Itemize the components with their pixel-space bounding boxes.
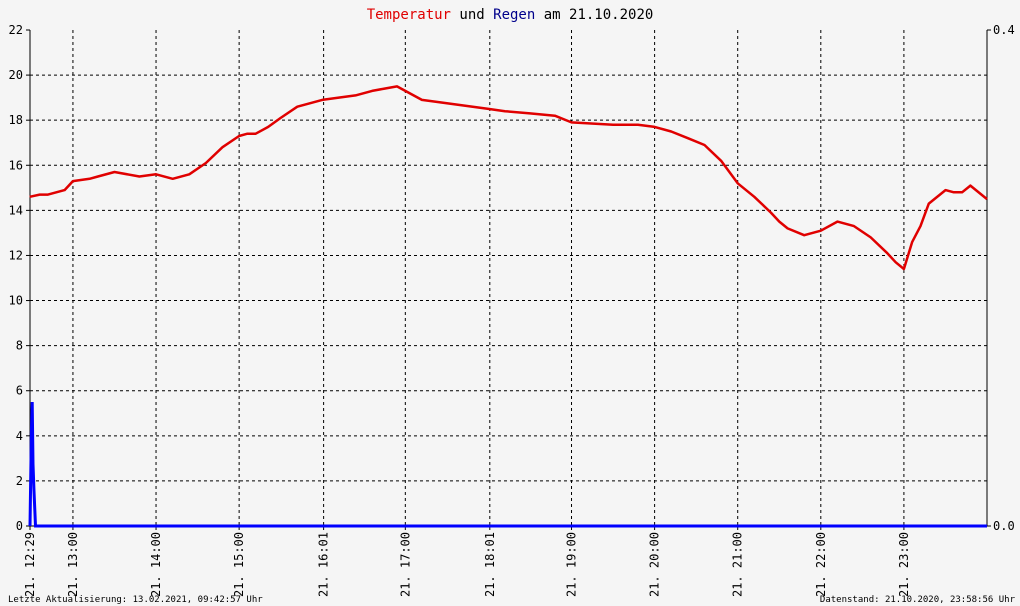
x-tick-label: 21. 16:01 [317,532,331,597]
y2-axis-labels: 0.0 0.4 [993,23,1015,533]
x-axis-labels: 21. 12:29 21. 13:00 21. 14:00 21. 15:00 21. … [23,532,911,597]
x-tick-label: 21. 14:00 [149,532,163,597]
title-rain: Regen [493,7,535,23]
x-tick-label: 21. 17:00 [398,532,412,597]
x-tick-label: 21. 15:00 [232,532,246,597]
y2-tick-label: 0.4 [993,23,1015,37]
series-layer [28,85,988,528]
x-tick-label: 21. 18:01 [483,532,497,597]
y-tick-label: 14 [9,203,23,217]
y-tick-label: 16 [9,158,23,172]
title-and: und [451,7,493,23]
y-tick-label: 20 [9,68,23,82]
y-tick-label: 8 [16,339,23,353]
grid [30,30,987,526]
temperature-line [29,85,988,271]
x-tick-label: 21. 13:00 [66,532,80,597]
x-tick-label: 21. 20:00 [648,532,662,597]
chart-title: Temperatur und Regen am 21.10.2020 [367,7,654,23]
y-tick-label: 18 [9,113,23,127]
y-axis-labels: 0 2 4 6 8 10 12 14 16 18 20 22 [9,23,23,533]
footer-data-status: Datenstand: 21.10.2020, 23:58:56 Uhr [820,595,1016,605]
x-tick-label: 21. 12:29 [23,532,37,597]
x-tick-label: 21. 22:00 [814,532,828,597]
x-tick-label: 21. 19:00 [565,532,579,597]
y-tick-label: 2 [16,474,23,488]
y-tick-label: 12 [9,248,23,262]
y-tick-label: 10 [9,294,23,308]
footer-last-update: Letzte Aktualisierung: 13.02.2021, 09:42… [8,595,263,605]
title-date: am 21.10.2020 [535,7,653,23]
title-temperature: Temperatur [367,7,451,23]
y2-tick-label: 0.0 [993,519,1015,533]
y-tick-label: 22 [9,23,23,37]
x-tick-label: 21. 23:00 [897,532,911,597]
y-tick-label: 0 [16,519,23,533]
rain-line [28,401,987,528]
x-tick-label: 21. 21:00 [731,532,745,597]
y-tick-label: 4 [16,429,23,443]
y-tick-label: 6 [16,384,23,398]
